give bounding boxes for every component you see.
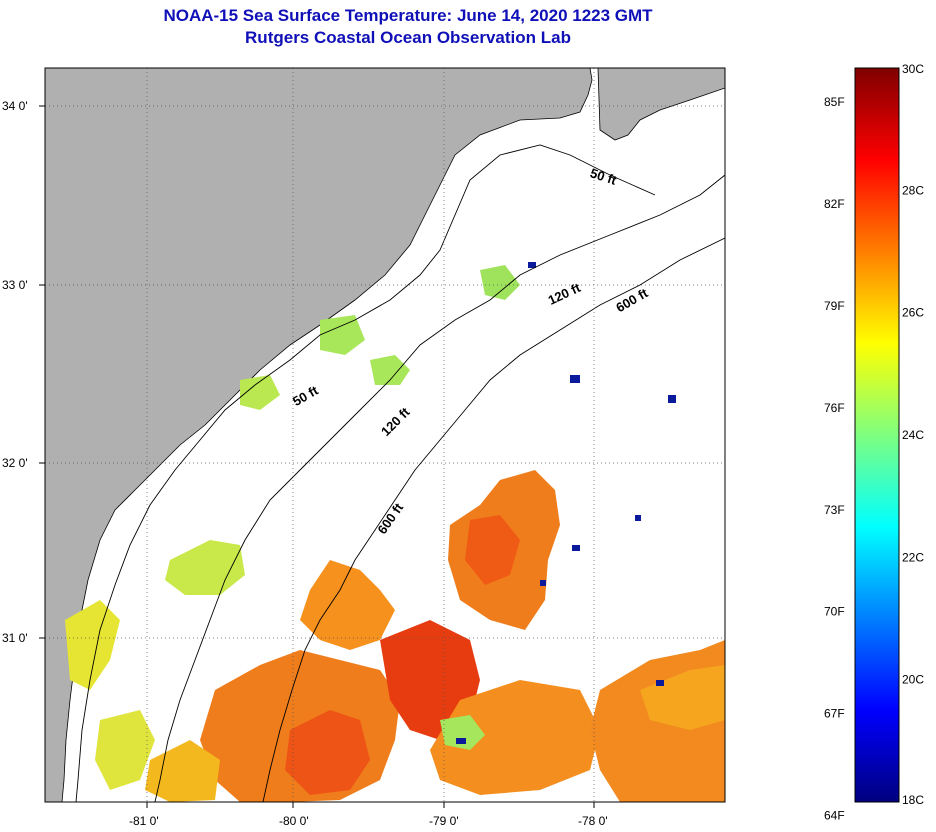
sst-cold-specks [456,262,676,744]
lon-tick-label: -81 0' [129,814,159,828]
map-frame [44,67,726,803]
land-area [45,68,593,802]
colorbar-fahrenheit-label: 67F [824,707,845,721]
lat-tick-label: 34 0' [2,99,28,113]
contour-120ft [154,174,725,802]
lat-axis [39,105,45,639]
colorbar-celsius-label: 28C [902,183,924,197]
colorbar-fahrenheit-label: 85F [824,95,845,109]
contour-50ft [75,144,656,802]
colorbar-celsius-label: 20C [902,673,924,687]
colorbar-fahrenheit-label: 76F [824,401,845,415]
graticule [45,68,725,802]
lon-tick-label: -78 0' [578,814,608,828]
lon-axis [146,802,595,808]
colorbar-fahrenheit-label: 82F [824,197,845,211]
colorbar-fahrenheit-label: 79F [824,299,845,313]
colorbar-fahrenheit-label: 64F [824,809,845,823]
colorbar-celsius-label: 30C [902,62,924,76]
colorbar-fahrenheit-label: 70F [824,605,845,619]
map-title: NOAA-15 Sea Surface Temperature: June 14… [163,6,653,25]
lat-tick-label: 31 0' [2,631,28,645]
colorbar: 30C 28C 26C 24C 22C 20C 18C 85F 82F 79F 76F 73F 70F… [824,62,924,823]
lon-tick-label: -79 0' [429,814,459,828]
contour-600ft [262,237,725,802]
colorbar-celsius-label: 22C [902,550,924,564]
colorbar-celsius-label: 18C [902,793,924,807]
map-subtitle: Rutgers Coastal Ocean Observation Lab [245,28,571,47]
lon-tick-label: -80 0' [279,814,309,828]
lat-tick-label: 33 0' [2,278,28,292]
colorbar-gradient [854,67,900,803]
lat-tick-label: 32 0' [2,456,28,470]
sst-warm-patches [145,470,725,802]
colorbar-fahrenheit-label: 73F [824,503,845,517]
colorbar-celsius-label: 24C [902,428,924,442]
land-area-north [597,68,725,141]
colorbar-celsius-label: 26C [902,306,924,320]
